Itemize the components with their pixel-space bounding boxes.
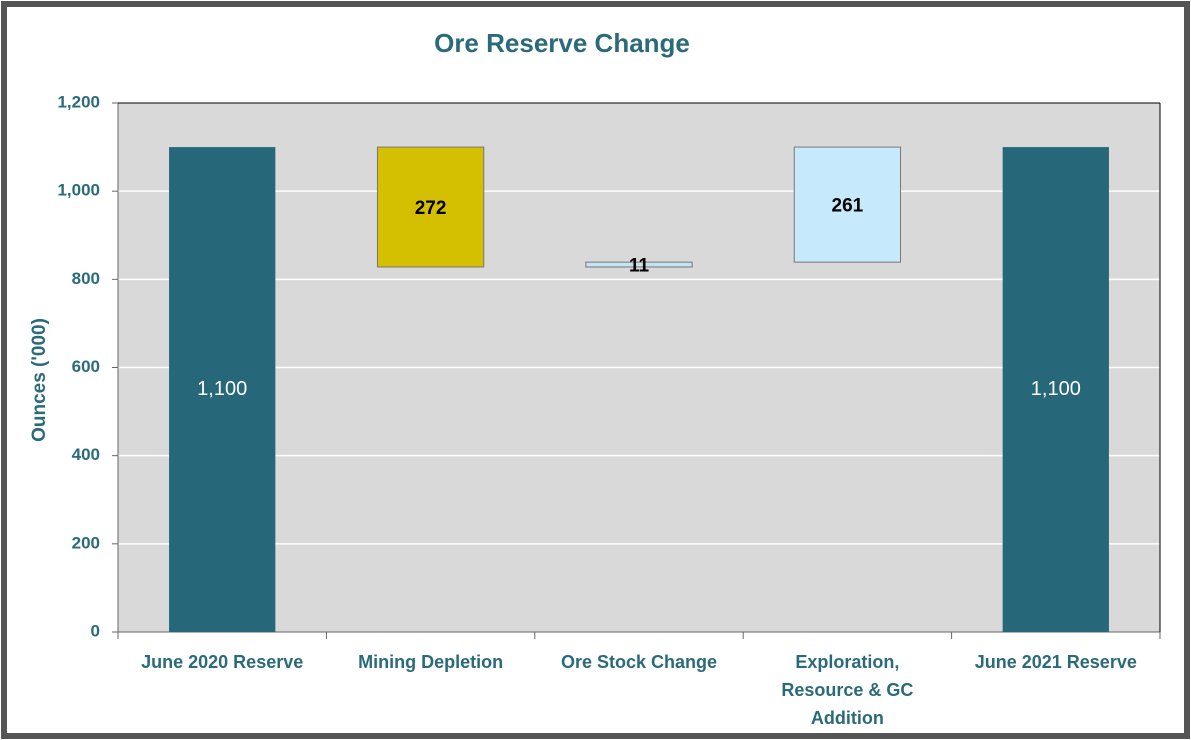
chart-title: Ore Reserve Change [434,28,690,58]
data-label: 11 [629,256,650,277]
y-tick-label: 200 [72,533,100,552]
y-tick-label: 800 [72,269,100,288]
bar [376,146,485,268]
x-tick-label: Mining Depletion [358,652,504,672]
bar [793,146,902,263]
y-tick-label: 0 [91,621,100,640]
bar [169,147,276,633]
y-axis-label: Ounces ('000) [29,318,50,442]
bar [1002,147,1109,633]
x-tick-label: Ore Stock Change [560,652,718,672]
y-tick-label: 1,200 [57,92,100,111]
bar [585,261,693,268]
y-tick-label: 1,000 [57,181,100,200]
data-label: 1,100 [197,378,247,400]
data-label: 272 [415,198,447,219]
y-tick-label: 600 [72,357,100,376]
data-label: 261 [832,196,864,217]
y-tick-label: 400 [72,445,100,464]
x-tick-label: June 2021 Reserve [974,652,1137,672]
x-tick-label: June 2020 Reserve [141,652,304,672]
data-label: 1,100 [1031,378,1081,400]
x-tick-label: Exploration, Resource & GC Addition [781,652,914,728]
